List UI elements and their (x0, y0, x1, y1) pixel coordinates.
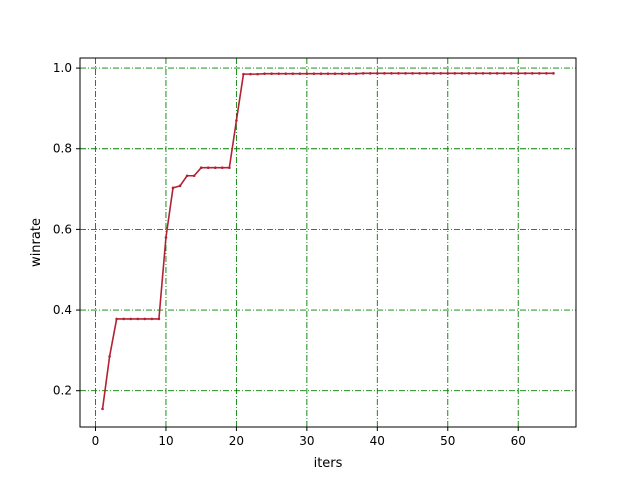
data-point (446, 72, 450, 75)
data-point (122, 317, 125, 321)
data-point (425, 72, 428, 75)
y-tick-label: 0.4 (53, 303, 72, 317)
axes-frame (79, 57, 577, 428)
data-point (390, 72, 393, 75)
data-point (354, 72, 358, 76)
data-point (333, 72, 337, 76)
x-tick-label: 40 (370, 434, 385, 448)
data-point (305, 72, 309, 76)
data-point (178, 184, 182, 188)
y-axis-label: winrate (29, 218, 44, 267)
series-line (101, 72, 554, 409)
data-point (136, 317, 140, 321)
data-point (284, 72, 288, 76)
data-point (347, 72, 351, 76)
axis-ticks: 0 10 20 30 40 50 60 0.2 0.4 0.6 0.8 1.0 (53, 61, 526, 448)
data-point (474, 72, 478, 75)
data-point (368, 72, 372, 75)
x-tick-label: 10 (158, 434, 173, 448)
data-point (312, 72, 316, 76)
data-point (523, 72, 527, 75)
x-tick-label: 30 (299, 434, 314, 448)
x-tick-label: 0 (92, 434, 100, 448)
data-point (411, 72, 414, 75)
data-point (460, 72, 464, 75)
data-point (298, 72, 302, 76)
data-point (228, 166, 231, 169)
data-point (270, 72, 273, 76)
data-point (291, 72, 295, 76)
data-point (488, 72, 492, 75)
data-point (340, 72, 344, 76)
data-point (185, 174, 189, 178)
data-point (101, 407, 104, 411)
data-point (383, 72, 386, 75)
y-tick-label: 0.6 (53, 222, 72, 236)
x-axis-label: iters (314, 456, 343, 471)
data-point (150, 317, 154, 321)
data-point (143, 317, 147, 321)
data-point (129, 317, 133, 321)
data-point (242, 72, 245, 76)
data-point (516, 72, 520, 75)
data-point (263, 72, 266, 76)
data-point (361, 72, 365, 75)
x-tick-label: 20 (229, 434, 244, 448)
y-tick-label: 1.0 (53, 61, 72, 75)
data-point (319, 72, 323, 76)
data-point (397, 72, 400, 75)
data-point (531, 72, 534, 75)
data-point (481, 72, 485, 75)
y-tick-label: 0.8 (53, 142, 72, 156)
data-point (213, 166, 217, 169)
data-point (552, 72, 555, 75)
x-tick-label: 50 (440, 434, 455, 448)
grid-lines (80, 58, 576, 427)
data-point (171, 186, 175, 190)
data-point (538, 72, 541, 75)
data-point (545, 72, 548, 75)
data-point (418, 72, 421, 75)
data-point (495, 72, 499, 75)
data-point (206, 166, 210, 169)
series-layer (101, 72, 555, 411)
data-point (108, 355, 111, 358)
data-point (376, 72, 379, 75)
data-point (256, 72, 259, 76)
data-point (404, 72, 407, 75)
data-point (277, 72, 280, 76)
data-point (115, 317, 118, 321)
data-point (439, 72, 443, 75)
data-point (235, 119, 238, 122)
data-point (509, 72, 513, 75)
data-point (164, 236, 168, 239)
data-point (221, 166, 224, 169)
x-tick-label: 60 (511, 434, 526, 448)
data-point (502, 72, 506, 75)
y-tick-label: 0.2 (53, 384, 72, 398)
data-point (199, 166, 203, 169)
data-point (467, 72, 471, 75)
data-point (453, 72, 457, 75)
data-point (249, 72, 252, 76)
data-point (192, 174, 196, 178)
data-point (432, 72, 435, 75)
data-point (157, 317, 161, 321)
data-point (326, 72, 330, 76)
